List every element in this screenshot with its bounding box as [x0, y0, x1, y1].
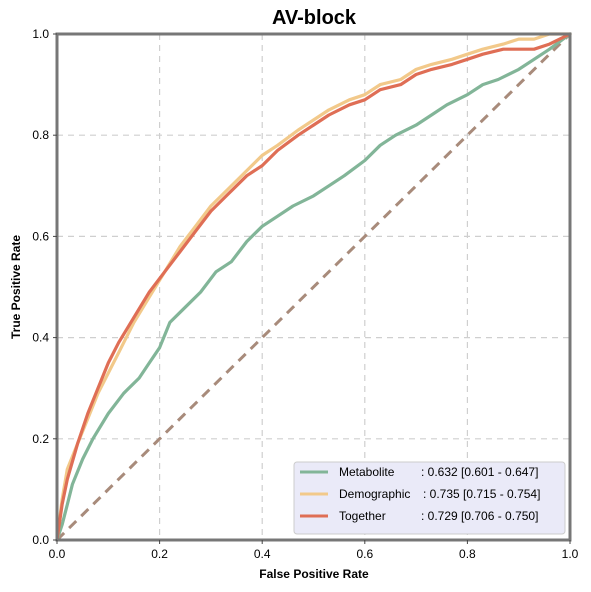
x-tick-label: 0.4 [254, 547, 271, 561]
y-axis-title: True Positive Rate [9, 235, 23, 339]
y-tick-label: 1.0 [32, 27, 49, 41]
legend-stats-together: : 0.729 [0.706 - 0.750] [421, 509, 538, 523]
series-layer [55, 32, 572, 542]
legend-name-demographic: Demographic [339, 487, 410, 501]
legend-name-metabolite: Metabolite [339, 465, 395, 479]
roc-line-demographic [55, 32, 572, 542]
y-tick-label: 0.2 [32, 432, 49, 446]
roc-line-together [55, 32, 572, 542]
x-tick-label: 0.6 [356, 547, 373, 561]
plot-frame [55, 32, 572, 542]
chart-title: AV-block [272, 7, 357, 29]
tick-layer: 0.0 0.2 0.4 0.6 0.8 1.0 0.0 0.2 0.4 0.6 0.8 1.0 [32, 27, 578, 561]
legend-stats-metabolite: : 0.632 [0.601 - 0.647] [421, 465, 538, 479]
grid-layer [57, 34, 570, 540]
x-tick-label: 0.2 [151, 547, 168, 561]
y-tick-label: 0.4 [32, 331, 49, 345]
x-tick-label: 0.0 [49, 547, 66, 561]
legend: Metabolite : 0.632 [0.601 - 0.647] Demogra… [293, 461, 566, 535]
x-axis-title: False Positive Rate [259, 567, 369, 581]
y-tick-label: 0.0 [32, 533, 49, 547]
roc-line-metabolite [55, 32, 572, 542]
x-tick-label: 0.8 [459, 547, 476, 561]
legend-box [293, 461, 566, 535]
y-tick-label: 0.8 [32, 128, 49, 142]
legend-name-together: Together [339, 509, 386, 523]
x-tick-label: 1.0 [562, 547, 579, 561]
chance-diagonal-line [55, 32, 572, 542]
reference-layer [55, 32, 572, 542]
legend-stats-demographic: : 0.735 [0.715 - 0.754] [423, 487, 540, 501]
y-tick-label: 0.6 [32, 229, 49, 243]
